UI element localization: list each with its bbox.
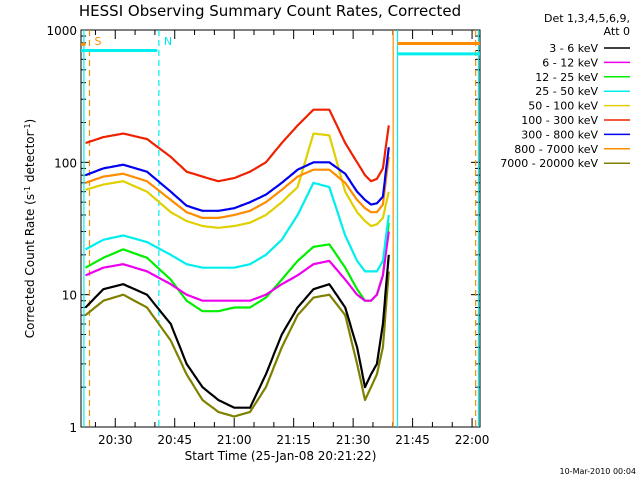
x-axis-label: Start Time (25-Jan-08 20:21:22) bbox=[185, 449, 377, 463]
series-line bbox=[84, 254, 390, 409]
timestamp: 10-Mar-2010 00:04 bbox=[560, 467, 637, 476]
series-line bbox=[85, 231, 390, 302]
y-tick-label: 1 bbox=[69, 421, 77, 435]
y-tick-label: 1000 bbox=[46, 24, 77, 38]
series-line bbox=[85, 156, 390, 219]
legend-label: 12 - 25 keV bbox=[535, 71, 598, 84]
legend-label: 3 - 6 keV bbox=[549, 42, 598, 55]
legend-header: Det 1,3,4,5,6,9, bbox=[544, 12, 630, 25]
x-tick-label: 21:15 bbox=[276, 433, 311, 447]
legend-label: 7000 - 20000 keV bbox=[500, 157, 598, 170]
legend-label: 25 - 50 keV bbox=[535, 85, 598, 98]
legend-label: 6 - 12 keV bbox=[542, 56, 598, 69]
time-marker-label: S bbox=[94, 35, 101, 48]
legend-label: 50 - 100 keV bbox=[528, 100, 598, 113]
time-marker-label: N bbox=[164, 35, 172, 48]
y-tick-label: 10 bbox=[62, 289, 77, 303]
x-tick-label: 20:45 bbox=[157, 433, 192, 447]
x-tick-label: 20:30 bbox=[98, 433, 133, 447]
legend-label: 800 - 7000 keV bbox=[514, 143, 598, 156]
series-line bbox=[84, 271, 390, 418]
x-tick-label: 22:00 bbox=[455, 433, 490, 447]
series-line bbox=[85, 108, 390, 183]
series-line bbox=[85, 132, 390, 229]
chart-title: HESSI Observing Summary Count Rates, Cor… bbox=[78, 2, 462, 20]
legend-label: 300 - 800 keV bbox=[521, 128, 598, 141]
x-tick-label: 21:30 bbox=[336, 433, 371, 447]
legend-header: Att 0 bbox=[604, 25, 630, 38]
legend-label: 100 - 300 keV bbox=[521, 114, 598, 127]
x-tick-label: 21:45 bbox=[395, 433, 430, 447]
x-tick-label: 21:00 bbox=[217, 433, 252, 447]
y-tick-label: 100 bbox=[54, 156, 77, 170]
series-line bbox=[84, 181, 390, 273]
plot-frame bbox=[80, 29, 481, 428]
y-axis-label: Corrected Count Rate (s-1 detector-1) bbox=[23, 119, 38, 338]
series-line bbox=[85, 147, 390, 212]
